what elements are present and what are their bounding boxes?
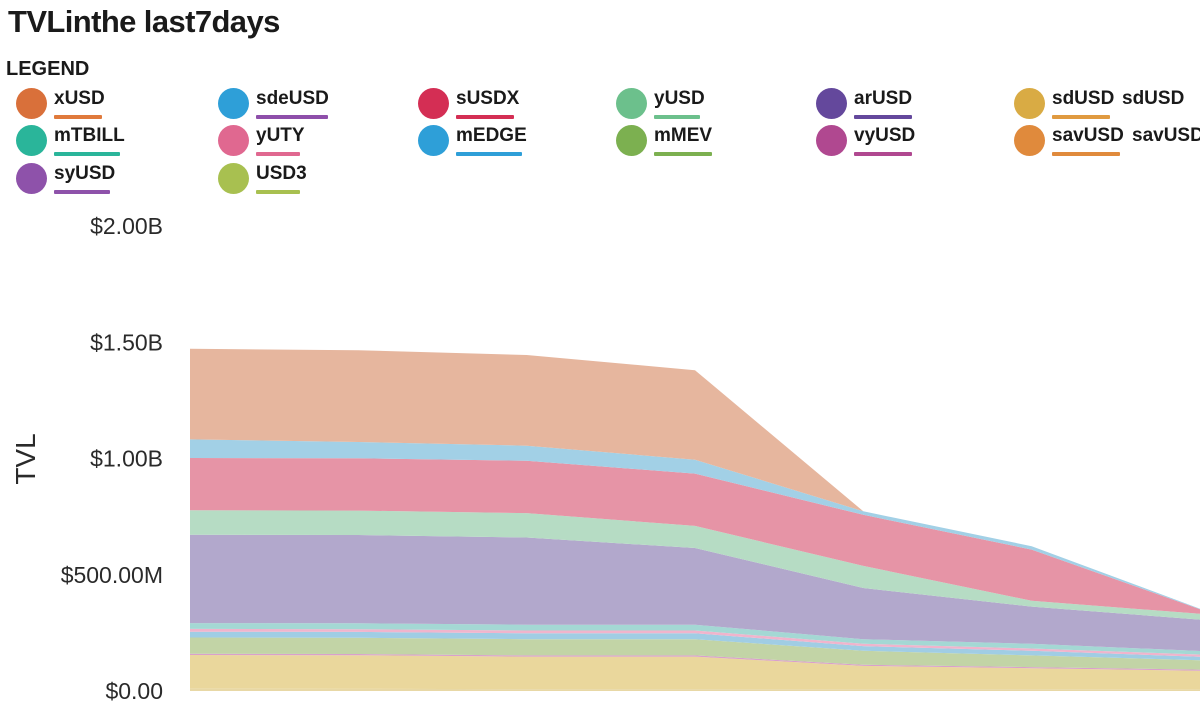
area-series-group <box>190 348 1200 691</box>
legend-label: savUSD <box>1052 125 1124 146</box>
legend-extra-label: sdUSD <box>1122 88 1185 109</box>
legend-swatch <box>1014 88 1045 119</box>
area-medge[interactable] <box>190 631 1200 661</box>
y-tick-label: $0.00 <box>105 678 163 703</box>
legend-underline <box>1052 152 1120 156</box>
legend-underline <box>854 115 912 119</box>
area-susdx[interactable] <box>190 458 1200 614</box>
area-syusd[interactable] <box>190 534 1200 651</box>
legend-underline <box>654 152 712 156</box>
legend-title: LEGEND <box>6 58 90 80</box>
legend-underline <box>456 152 522 156</box>
legend-underline <box>256 115 328 119</box>
area-mmev[interactable] <box>190 637 1200 670</box>
y-tick-label: $1.00B <box>90 446 163 472</box>
area-xusd[interactable] <box>190 348 1200 609</box>
legend-swatch <box>1014 125 1045 156</box>
legend-swatch <box>816 125 847 156</box>
legend-swatch <box>16 125 47 156</box>
legend-underline <box>854 152 912 156</box>
legend-label: xUSD <box>54 88 105 109</box>
legend-underline <box>256 152 300 156</box>
legend-label: sUSDX <box>456 88 520 109</box>
legend-swatch <box>418 125 449 156</box>
legend-underline <box>54 190 110 194</box>
chart-title: TVLinthe last7days <box>8 4 280 39</box>
area-vyusd[interactable] <box>190 653 1200 671</box>
legend-swatch <box>16 88 47 119</box>
area-yusd[interactable] <box>190 510 1200 620</box>
legend-label: arUSD <box>854 88 913 109</box>
legend-label: sdeUSD <box>256 88 329 109</box>
legend-label: sdUSD <box>1052 88 1115 109</box>
legend-label: mMEV <box>654 125 713 146</box>
legend-label: yUTY <box>256 125 305 146</box>
legend-underline <box>1052 115 1110 119</box>
legend-swatch <box>616 88 647 119</box>
area-yuty[interactable] <box>190 628 1200 657</box>
legend-label: yUSD <box>654 88 705 109</box>
legend-swatch <box>218 125 249 156</box>
y-tick-label: $1.50B <box>90 329 163 355</box>
legend-swatch <box>218 88 249 119</box>
legend-underline <box>654 115 700 119</box>
legend-underline <box>54 115 102 119</box>
legend-swatch <box>16 163 47 194</box>
area-sdeusd[interactable] <box>190 439 1200 610</box>
area-mtbill[interactable] <box>190 623 1200 655</box>
legend-swatch <box>418 88 449 119</box>
legend-label: USD3 <box>256 163 307 184</box>
legend-swatch <box>218 163 249 194</box>
area-sdusd[interactable] <box>190 655 1200 690</box>
legend-label: syUSD <box>54 163 116 184</box>
legend-swatch <box>616 125 647 156</box>
y-tick-label: $500.00M <box>61 562 163 588</box>
legend-extra-label: savUSD <box>1132 125 1200 146</box>
legend: xUSD sdeUSD sUSDX yUSD arUSD sdUSD sdUSD mTBILL… <box>0 86 1200 196</box>
legend-underline <box>256 190 300 194</box>
y-axis-label: TVL <box>10 433 41 484</box>
legend-label: mTBILL <box>54 125 125 146</box>
y-axis: $0.00 $500.00M $1.00B $1.50B $2.00B <box>61 213 163 703</box>
area-sdusd[interactable] <box>190 688 1200 691</box>
legend-swatch <box>816 88 847 119</box>
legend-label: mEDGE <box>456 125 527 146</box>
legend-underline <box>54 152 120 156</box>
y-tick-label: $2.00B <box>90 213 163 239</box>
legend-underline <box>456 115 514 119</box>
legend-label: vyUSD <box>854 125 916 146</box>
